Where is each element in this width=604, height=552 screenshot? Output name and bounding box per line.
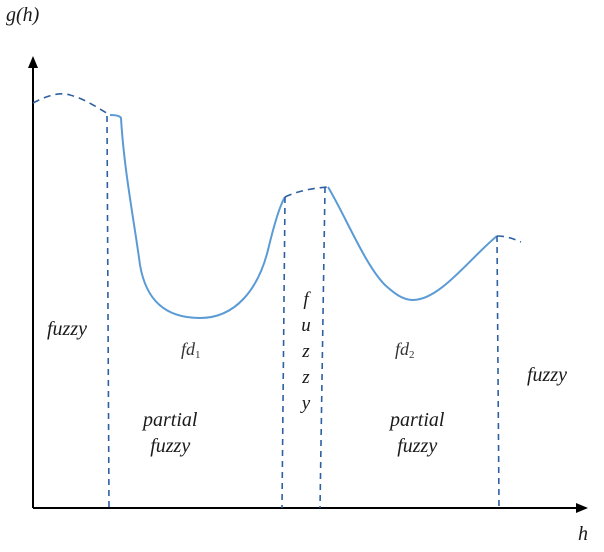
middle-fuzzy-letter: z (302, 341, 310, 362)
partial-fuzzy-2-line-2: fuzzy (397, 435, 438, 457)
region-label-middle-fuzzy: f u z z y (296, 287, 316, 417)
fd1-subscript: 1 (195, 349, 201, 361)
boundary-4 (496, 235, 500, 509)
middle-fuzzy-letter: y (301, 393, 311, 414)
region-label-left-fuzzy: fuzzy (47, 318, 87, 340)
fd2-label: fd2 (395, 339, 415, 361)
boundary-2 (281, 196, 286, 509)
partial-fuzzy-1-line-1: partial (143, 409, 198, 431)
fd2-base: fd (395, 339, 410, 359)
region-label-partial-fuzzy-2: partial fuzzy (390, 407, 444, 459)
middle-fuzzy-letter: f (303, 289, 309, 310)
middle-fuzzy-letter: u (301, 315, 311, 336)
fd2-subscript: 2 (409, 349, 415, 361)
curve-dashed-middle (284, 186, 329, 198)
y-axis-label: g(h) (6, 4, 40, 26)
curve-solid-fd2 (327, 186, 498, 302)
curve-dashed-left (32, 93, 111, 116)
boundary-1 (106, 115, 110, 509)
middle-fuzzy-letter: z (302, 367, 310, 388)
fd1-label: fd1 (181, 339, 201, 361)
region-label-partial-fuzzy-1: partial fuzzy (143, 407, 197, 459)
boundary-3 (319, 186, 326, 509)
partial-fuzzy-1-line-2: fuzzy (150, 435, 191, 457)
fd1-base: fd (181, 339, 196, 359)
region-label-right-fuzzy: fuzzy (527, 364, 567, 386)
partial-fuzzy-2-line-1: partial (390, 409, 445, 431)
curve-dashed-right (496, 235, 522, 243)
x-axis-label: h (578, 523, 588, 545)
curve-solid-fd1 (109, 114, 286, 320)
